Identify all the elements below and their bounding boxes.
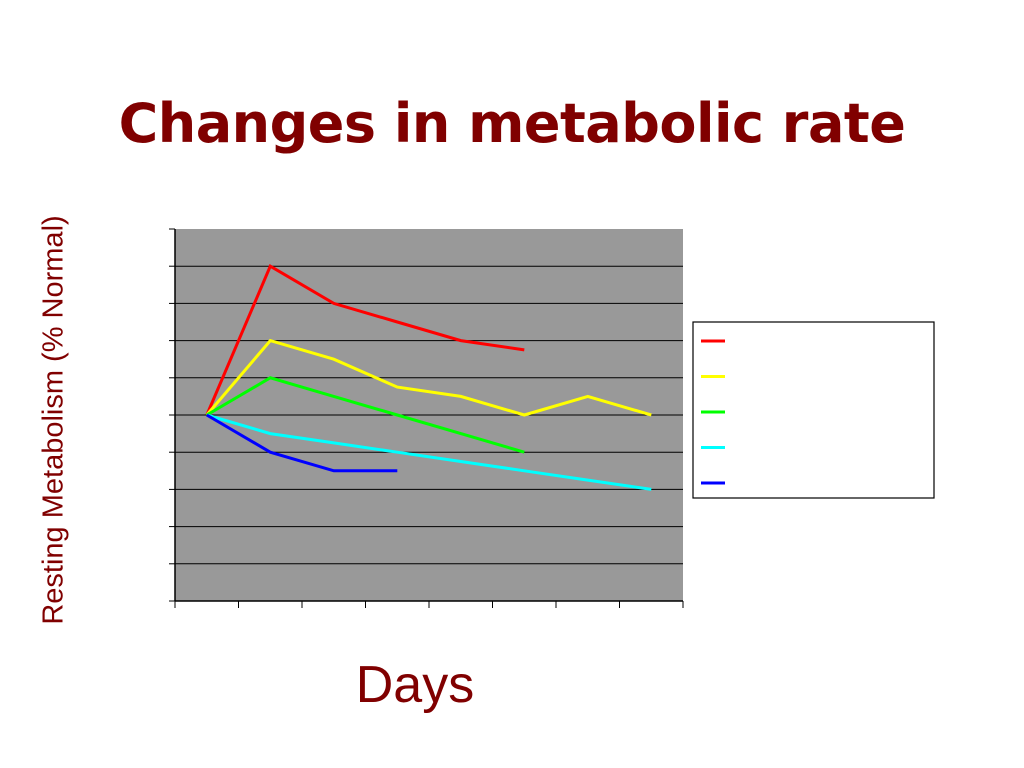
x-axis-title: Days <box>355 656 475 714</box>
series-line-3 <box>206 376 525 454</box>
legend-box <box>692 321 935 499</box>
slide-title: Changes in metabolic rate <box>118 92 906 155</box>
series-line-2 <box>205 338 652 417</box>
gridlines <box>175 265 683 565</box>
series-lines <box>205 264 652 491</box>
legend <box>692 321 935 499</box>
series-line-5 <box>206 413 398 473</box>
axes <box>169 228 684 608</box>
series-line-4 <box>206 413 652 491</box>
series-line-1 <box>205 264 525 416</box>
